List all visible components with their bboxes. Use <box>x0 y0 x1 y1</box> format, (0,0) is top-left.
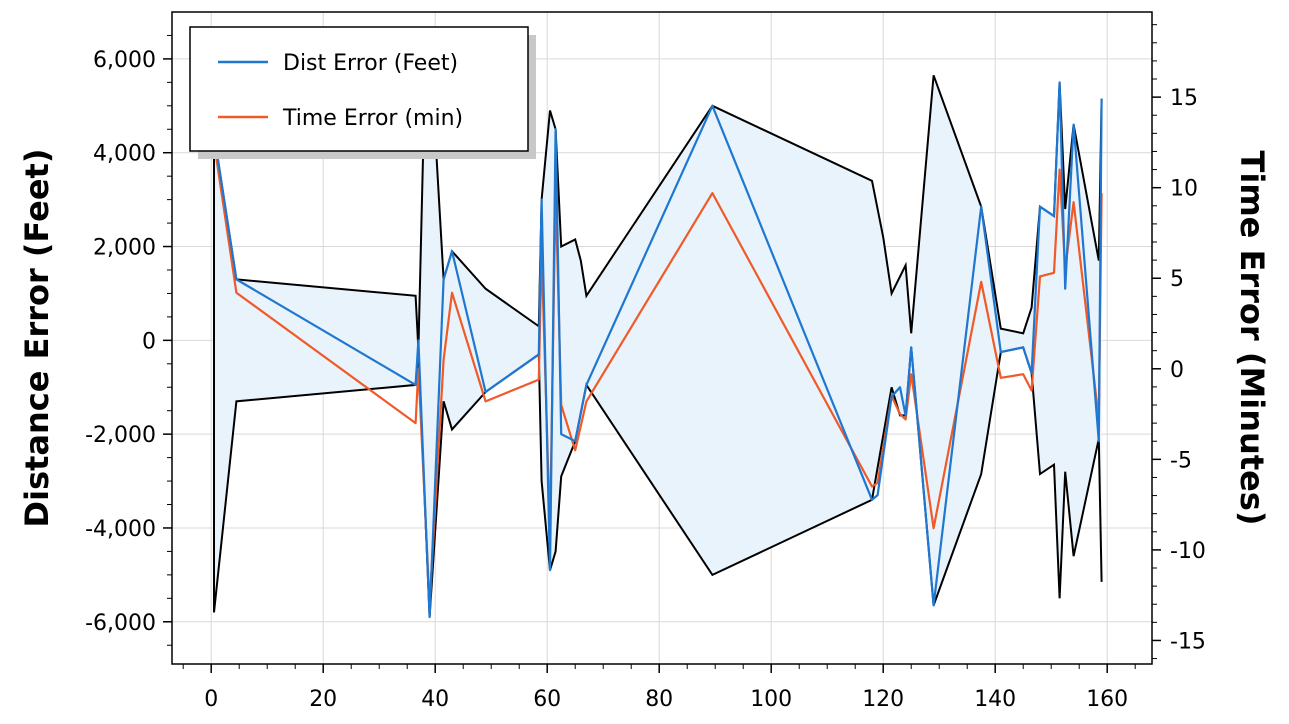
y2-tick-label: 15 <box>1170 86 1198 111</box>
y-tick-label: 6,000 <box>93 48 156 73</box>
y2-tick-label: -15 <box>1170 629 1206 654</box>
x-tick-label: 60 <box>533 687 561 712</box>
x-tick-label: 120 <box>862 687 904 712</box>
y2-tick-label: 5 <box>1170 267 1184 292</box>
x-tick-label: 140 <box>974 687 1016 712</box>
y-tick-label: 0 <box>142 329 156 354</box>
x-tick-label: 160 <box>1086 687 1128 712</box>
x-tick-label: 0 <box>204 687 218 712</box>
x-tick-label: 100 <box>750 687 792 712</box>
legend-label-time: Time Error (min) <box>282 106 463 131</box>
y2-tick-label: 0 <box>1170 358 1184 383</box>
time-error-line <box>212 142 1103 606</box>
y2-tick-label: -10 <box>1170 539 1206 564</box>
legend-box <box>189 26 529 152</box>
y-tick-label: -2,000 <box>85 423 156 448</box>
y-tick-label: 2,000 <box>93 236 156 261</box>
plot-frame <box>171 11 1153 665</box>
x-tick-label: 20 <box>309 687 337 712</box>
y-tick-label: -4,000 <box>85 517 156 542</box>
y-axis-title: Distance Error (Feet) <box>18 149 56 528</box>
x-tick-label: 80 <box>645 687 673 712</box>
axis-layer: 0 20 40 60 80 100 120 140 1606,0004,0002,0000-2,… <box>85 24 1206 712</box>
y-tick-label: -6,000 <box>85 611 156 636</box>
series-layer <box>212 81 1103 619</box>
legend-label-dist: Dist Error (Feet) <box>283 51 458 76</box>
dist-error-line <box>212 81 1103 619</box>
y-tick-label: 4,000 <box>93 142 156 167</box>
y2-tick-label: -5 <box>1170 448 1192 473</box>
y2-tick-label: 10 <box>1170 177 1198 202</box>
legend: Dist Error (Feet) Time Error (min) <box>189 26 536 159</box>
y2-axis-title: Time Error (Minutes) <box>1233 151 1271 526</box>
x-tick-label: 40 <box>421 687 449 712</box>
